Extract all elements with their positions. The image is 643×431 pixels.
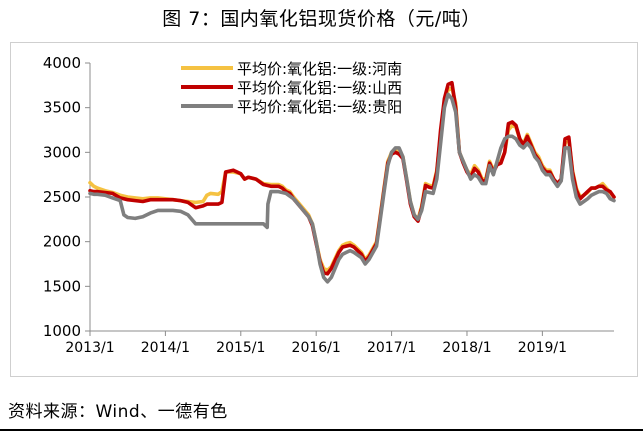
x-tick-label: 2015/1 xyxy=(216,340,265,356)
y-tick-label: 1000 xyxy=(43,322,81,340)
series-layer xyxy=(88,80,616,284)
x-tick-label: 2018/1 xyxy=(442,340,491,356)
legend-label: 平均价:氧化铝:一级:山西 xyxy=(237,79,402,97)
y-tick-label: 4000 xyxy=(43,54,81,72)
legend-label: 平均价:氧化铝:一级:河南 xyxy=(237,60,402,78)
series-line-3 xyxy=(88,92,616,284)
y-tick-label: 3500 xyxy=(43,99,81,117)
x-tick-label: 2014/1 xyxy=(141,340,190,356)
legend-label: 平均价:氧化铝:一级:贵阳 xyxy=(237,98,402,116)
source-note: 资料来源：Wind、一德有色 xyxy=(8,402,228,422)
chart-frame: 1000 1500 2000 2500 3000 3500 4000 2013/1 2014/1… xyxy=(10,42,638,377)
axes-layer: 1000 1500 2000 2500 3000 3500 4000 2013/1 2014/1… xyxy=(43,54,614,356)
y-tick-label: 2000 xyxy=(43,233,81,251)
line-chart: 1000 1500 2000 2500 3000 3500 4000 2013/1 2014/1… xyxy=(43,54,616,356)
bottom-rule xyxy=(0,429,643,431)
chart-title: 图 7：国内氧化铝现货价格（元/吨） xyxy=(162,8,481,30)
y-tick-label: 2500 xyxy=(43,188,81,206)
x-tick-label: 2013/1 xyxy=(65,340,114,356)
y-tick-label: 3000 xyxy=(43,143,81,161)
x-tick-label: 2017/1 xyxy=(367,340,416,356)
y-tick-label: 1500 xyxy=(43,277,81,295)
x-tick-label: 2019/1 xyxy=(518,340,567,356)
x-tick-label: 2016/1 xyxy=(292,340,341,356)
